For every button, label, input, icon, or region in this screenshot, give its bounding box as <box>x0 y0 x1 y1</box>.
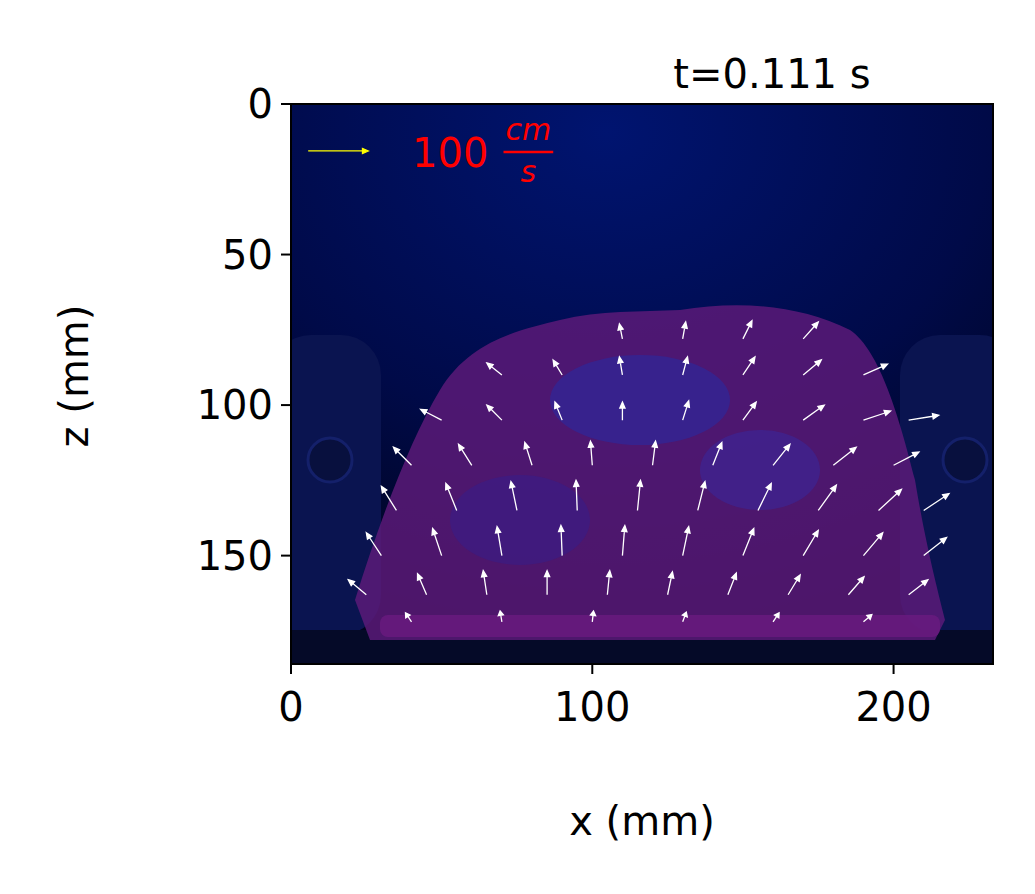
y-tick <box>281 555 291 557</box>
velocity-vector <box>879 489 902 510</box>
velocity-vector <box>758 483 771 510</box>
velocity-vector <box>803 530 818 555</box>
velocity-vector <box>863 411 890 421</box>
velocity-vector <box>682 322 687 339</box>
velocity-vector <box>405 613 411 622</box>
particle-layer <box>380 615 940 637</box>
key-arrow <box>308 148 368 153</box>
y-tick-label: 100 <box>197 382 273 428</box>
velocity-vector <box>743 321 752 339</box>
velocity-vector <box>743 357 755 375</box>
velocity-vector <box>498 611 503 622</box>
key-unit-numerator: cm <box>506 112 552 147</box>
velocity-vector <box>698 482 706 511</box>
velocity-vector <box>637 480 642 510</box>
velocity-vector <box>894 452 919 465</box>
title: t=0.111 s <box>673 51 870 97</box>
velocity-vector <box>496 527 502 556</box>
velocity-vector <box>924 494 949 511</box>
velocity-vector <box>544 571 549 595</box>
figure: 100 cm s 0 100 200 0 50 100 150 x (mm) z (mm) t=0.11… <box>0 0 1035 894</box>
velocity-vector <box>607 571 612 595</box>
key-fraction-bar <box>504 151 554 154</box>
velocity-vector <box>482 571 487 595</box>
y-tick <box>281 103 291 105</box>
velocity-vector <box>381 486 396 510</box>
y-tick-label: 150 <box>197 533 273 579</box>
x-tick <box>290 664 292 674</box>
velocity-vector <box>773 444 790 465</box>
plot-frame <box>291 104 993 664</box>
particle-pile <box>355 305 945 640</box>
velocity-vector <box>848 577 864 595</box>
velocity-vector <box>682 612 687 622</box>
velocity-vector <box>863 364 887 375</box>
x-tick <box>893 664 895 674</box>
velocity-vector <box>743 402 756 420</box>
x-tick-label: 0 <box>278 684 303 730</box>
velocity-vector <box>418 574 427 595</box>
velocity-vector <box>788 575 800 595</box>
velocity-vector <box>590 611 595 622</box>
particle-patch <box>450 475 590 565</box>
velocity-vector <box>618 357 623 375</box>
velocity-vector <box>487 405 502 420</box>
particle-patch <box>700 430 820 510</box>
velocity-vector <box>348 580 366 595</box>
velocity-vector <box>393 447 411 465</box>
velocity-vector <box>683 401 690 420</box>
velocity-vector <box>863 615 871 622</box>
velocity-vector <box>803 322 818 339</box>
velocity-vector <box>713 442 722 465</box>
x-axis-title: x (mm) <box>569 798 715 844</box>
velocity-vector <box>803 405 824 420</box>
y-tick-label: 0 <box>248 81 273 127</box>
velocity-vector <box>524 442 532 465</box>
velocity-vector <box>924 538 947 556</box>
velocity-vector <box>818 485 836 510</box>
velocity-vector <box>432 529 442 556</box>
velocity-vector <box>446 483 457 510</box>
y-tick <box>281 254 291 256</box>
x-tick <box>591 664 593 674</box>
velocity-vector <box>773 613 779 622</box>
velocity-vector <box>743 529 754 556</box>
plot-area <box>291 104 993 664</box>
y-tick-label: 50 <box>222 232 273 278</box>
x-tick-label: 100 <box>554 684 630 730</box>
velocity-vector <box>553 360 562 375</box>
velocity-vector <box>366 533 381 556</box>
velocity-vector <box>683 527 690 556</box>
roller-hub <box>308 438 352 482</box>
particle-patch <box>550 355 730 445</box>
velocity-vector <box>618 324 623 339</box>
velocity-vector <box>459 444 472 465</box>
vectors <box>348 321 949 622</box>
velocity-vector <box>620 402 625 420</box>
key-label: 100 <box>412 130 488 176</box>
velocity-vector <box>683 357 689 375</box>
velocity-vector <box>909 414 939 420</box>
velocity-vector <box>487 363 502 375</box>
key-unit-denominator: s <box>521 154 537 189</box>
velocity-vector <box>574 480 579 510</box>
velocity-vector <box>555 402 562 420</box>
x-tick-label: 200 <box>855 684 931 730</box>
velocity-vector <box>559 526 564 556</box>
y-axis-title: z (mm) <box>51 305 97 448</box>
velocity-vector <box>588 441 593 465</box>
velocity-vector <box>833 447 856 465</box>
velocity-vector <box>510 482 517 511</box>
roller-hub <box>943 438 987 482</box>
velocity-vector <box>652 441 657 465</box>
velocity-vector <box>622 526 627 556</box>
velocity-vector <box>909 580 928 595</box>
velocity-vector <box>421 409 442 420</box>
velocity-vector <box>863 533 882 556</box>
velocity-vector <box>803 360 821 375</box>
background-image <box>291 104 993 664</box>
velocity-vector <box>668 572 674 595</box>
velocity-vector <box>728 573 737 595</box>
y-tick <box>281 404 291 406</box>
